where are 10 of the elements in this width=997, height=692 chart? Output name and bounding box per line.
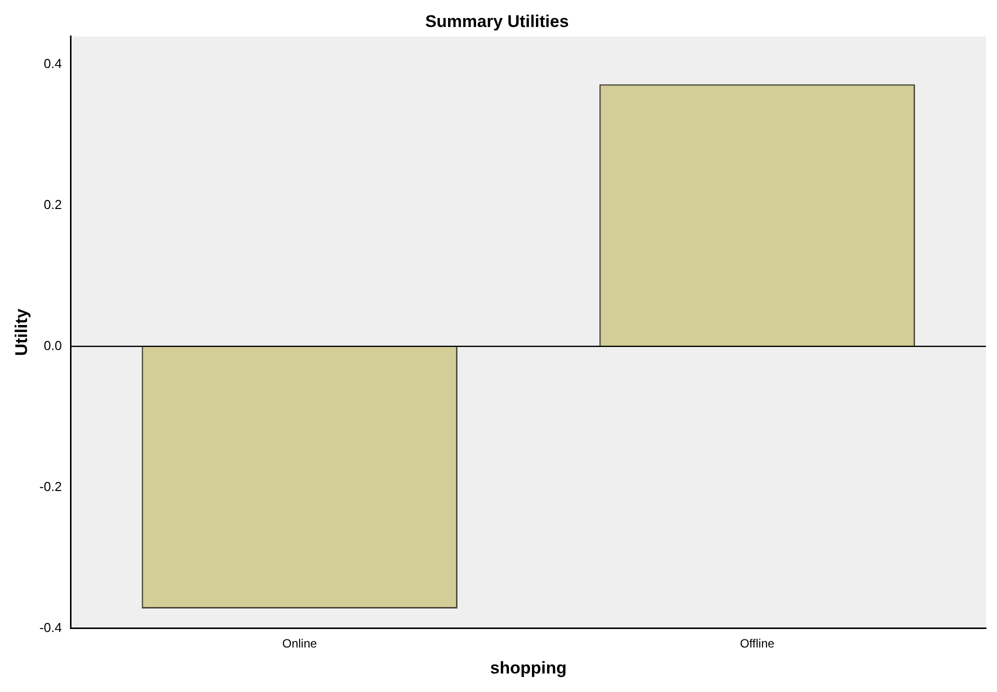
x-tick-label: Online [282,636,318,651]
y-tick-label: 0.2 [44,197,62,212]
x-tick-label: Offline [740,636,775,651]
y-tick-label: 0.4 [44,56,62,72]
y-axis-title: Utility [12,308,31,356]
y-tick-label: -0.4 [39,620,62,635]
y-tick-label: -0.2 [39,478,62,494]
chart-title: Summary Utilities [425,12,569,31]
x-axis-title: shopping [490,658,567,678]
y-tick-label: 0.0 [44,338,62,353]
